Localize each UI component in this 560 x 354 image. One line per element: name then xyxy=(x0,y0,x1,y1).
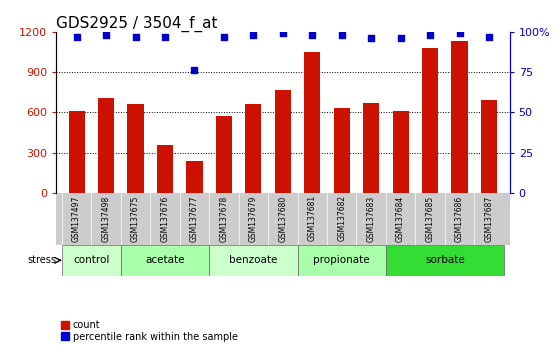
Point xyxy=(484,34,493,40)
Point xyxy=(337,32,346,38)
Text: acetate: acetate xyxy=(145,255,185,265)
Text: GSM137497: GSM137497 xyxy=(72,195,81,242)
Bar xyxy=(275,90,291,193)
Text: benzoate: benzoate xyxy=(229,255,278,265)
Text: GSM137675: GSM137675 xyxy=(131,195,140,242)
Text: GDS2925 / 3504_f_at: GDS2925 / 3504_f_at xyxy=(56,16,217,32)
Text: GSM137680: GSM137680 xyxy=(278,195,287,242)
Bar xyxy=(62,245,121,276)
Point xyxy=(249,32,258,38)
Bar xyxy=(245,104,262,193)
Text: GSM137498: GSM137498 xyxy=(101,195,110,242)
Point xyxy=(190,68,199,73)
Point xyxy=(161,34,170,40)
Bar xyxy=(186,161,203,193)
Bar xyxy=(386,245,503,276)
Bar xyxy=(481,100,497,193)
Point xyxy=(220,34,228,40)
Legend: count, percentile rank within the sample: count, percentile rank within the sample xyxy=(61,320,237,342)
Text: GSM137686: GSM137686 xyxy=(455,195,464,242)
Text: control: control xyxy=(73,255,110,265)
Text: GSM137677: GSM137677 xyxy=(190,195,199,242)
Bar xyxy=(297,245,386,276)
Bar xyxy=(363,103,379,193)
Point xyxy=(308,32,317,38)
Point xyxy=(455,31,464,36)
Point xyxy=(396,35,405,41)
Bar xyxy=(451,41,468,193)
Text: GSM137681: GSM137681 xyxy=(308,195,317,241)
Text: GSM137683: GSM137683 xyxy=(367,195,376,242)
Bar xyxy=(216,116,232,193)
Point xyxy=(101,32,110,38)
Text: GSM137687: GSM137687 xyxy=(484,195,493,242)
Point xyxy=(367,35,376,41)
Point xyxy=(72,34,81,40)
Text: GSM137679: GSM137679 xyxy=(249,195,258,242)
Bar xyxy=(98,98,114,193)
Bar xyxy=(422,48,438,193)
Point xyxy=(426,32,435,38)
Bar xyxy=(68,111,85,193)
Text: GSM137678: GSM137678 xyxy=(220,195,228,242)
Text: sorbate: sorbate xyxy=(425,255,465,265)
Bar xyxy=(304,52,320,193)
Bar xyxy=(334,108,350,193)
Bar xyxy=(393,111,409,193)
Text: GSM137684: GSM137684 xyxy=(396,195,405,242)
Text: GSM137685: GSM137685 xyxy=(426,195,435,242)
Bar xyxy=(121,245,209,276)
Point xyxy=(131,34,140,40)
Text: GSM137682: GSM137682 xyxy=(337,195,346,241)
Bar xyxy=(209,245,297,276)
Text: propionate: propionate xyxy=(314,255,370,265)
Point xyxy=(278,31,287,36)
Bar xyxy=(157,144,173,193)
Bar xyxy=(128,104,143,193)
Text: GSM137676: GSM137676 xyxy=(161,195,170,242)
Text: stress: stress xyxy=(27,255,57,265)
